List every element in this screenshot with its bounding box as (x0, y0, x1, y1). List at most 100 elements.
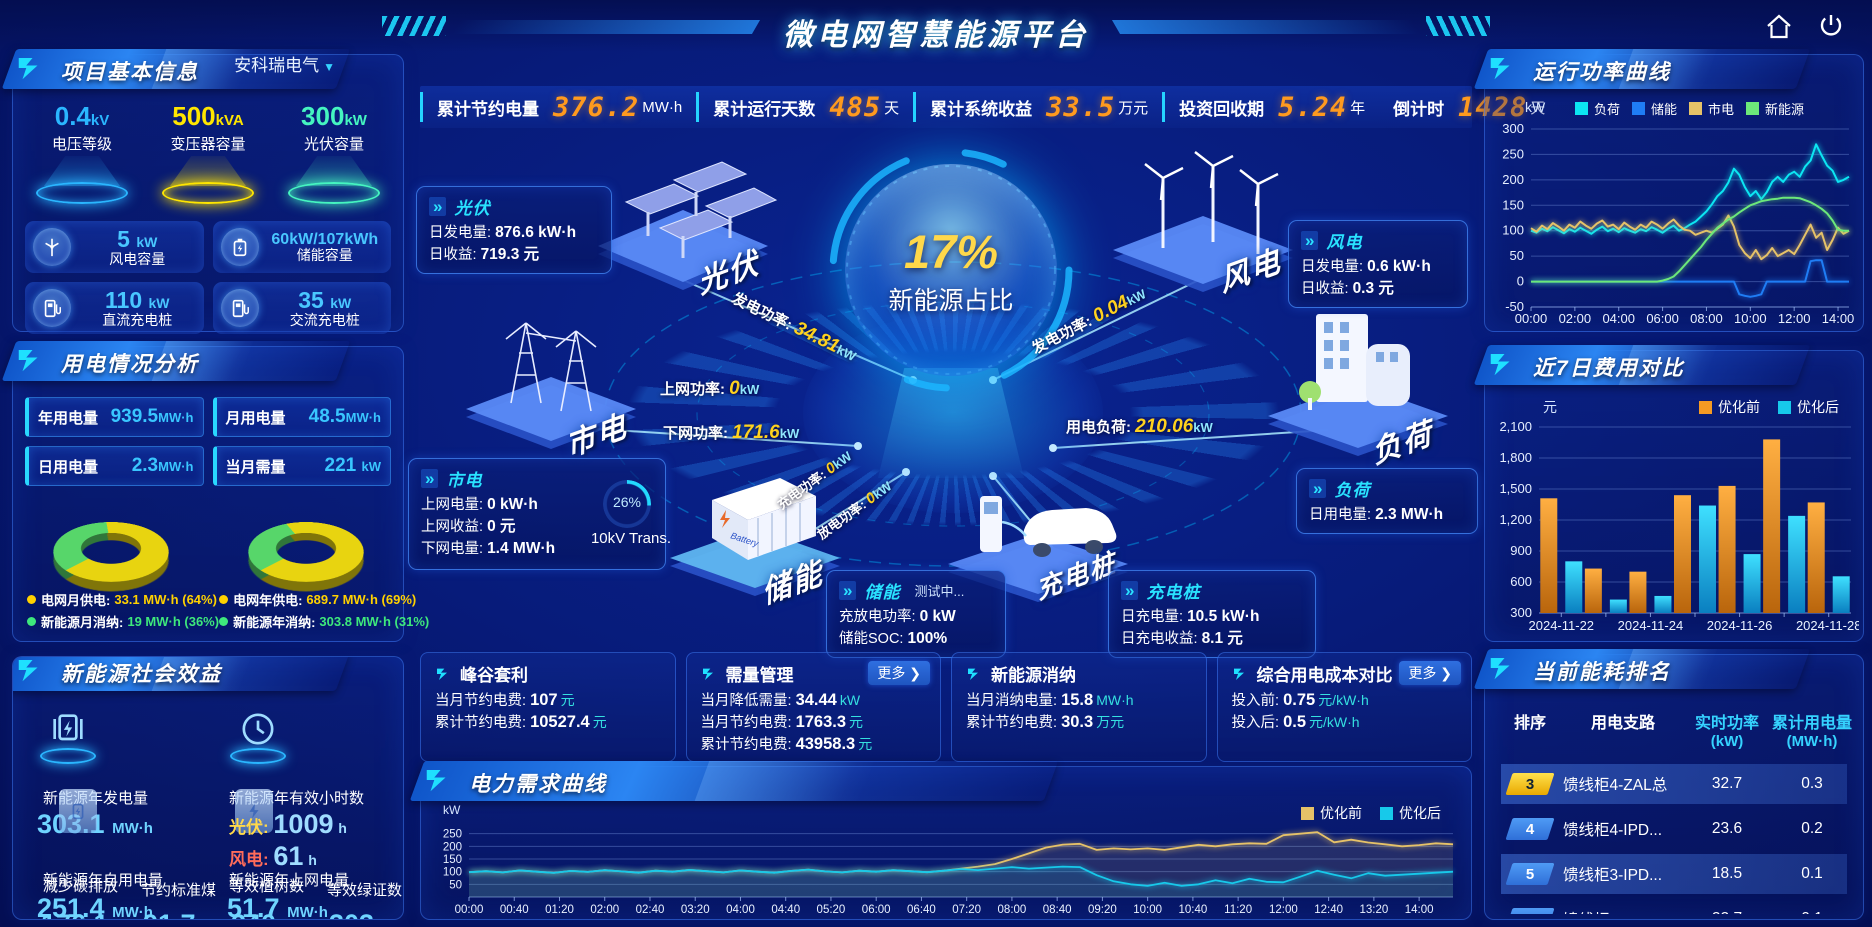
kpi-saved-energy: 累计节约电量 376.2 MW·h (420, 92, 696, 123)
month-demand-stat: 当月需量 221 kW (212, 446, 391, 486)
svg-text:06:40: 06:40 (907, 904, 936, 916)
peak-valley-arbitrage-card: 峰谷套利 当月节约电费: 107 元 累计节约电费: 10527.4 元 (420, 652, 676, 762)
header-slash-decoration (1426, 16, 1490, 36)
svg-text:04:00: 04:00 (1602, 311, 1635, 326)
chevron-down-icon: ▼ (323, 60, 335, 74)
demand-management-card: 需量管理 更多 ❯ 当月降低需量: 34.44 kW 当月节约电费: 1763.3… (685, 652, 941, 762)
panel-demand-curve: 电力需求曲线 kW 优化前 优化后 250 200 150 100 50 00:00 00:… (409, 761, 1472, 920)
svg-text:08:40: 08:40 (1043, 904, 1072, 916)
header-slash-decoration (382, 16, 446, 36)
svg-text:10:00: 10:00 (1734, 311, 1767, 326)
header-wing-decoration (1111, 20, 1421, 34)
svg-text:300: 300 (1502, 121, 1524, 136)
to-grid-value: 51.7 MW·h (227, 893, 328, 920)
svg-text:-50: -50 (1505, 299, 1524, 314)
rank-badge: 3 (1505, 773, 1555, 795)
load-info-box: » 负荷 日用电量: 2.3 MW·h (1296, 468, 1478, 534)
home-icon[interactable] (1764, 12, 1794, 42)
svg-text:04:00: 04:00 (726, 904, 755, 916)
panel-title: 运行功率曲线 (1533, 61, 1671, 84)
light-cone (44, 156, 120, 186)
generation-meter-icon (39, 709, 97, 764)
wind-node: 风电 (1103, 138, 1303, 303)
svg-text:0: 0 (1517, 274, 1524, 289)
svg-text:100: 100 (443, 867, 462, 879)
chevron-right-icon: » (1301, 231, 1319, 250)
svg-text:2,100: 2,100 (1499, 419, 1532, 434)
dc-charger-icon (44, 299, 61, 318)
svg-text:11:20: 11:20 (1224, 904, 1252, 916)
transformer-ring (603, 480, 651, 528)
new-energy-ratio-label: 新能源占比 (888, 286, 1014, 315)
power-icon[interactable] (1816, 12, 1846, 42)
pv-node: 光伏 (588, 156, 778, 301)
more-button[interactable]: 更多 ❯ (868, 661, 930, 685)
panel-social-benefit: 新能源社会效益 新能源年发电量 303.1 MW·h 新能源年有效小时数 光伏:… (12, 656, 404, 920)
rank-badge: 4 (1505, 818, 1555, 840)
svg-text:150: 150 (443, 854, 462, 866)
pedestal-ring (162, 182, 254, 204)
storage-capacity-card: 60kW/107kWh 储能容量 (212, 221, 391, 273)
y-axis-unit: 元 (1543, 399, 1557, 415)
transformer-load-percent: 26% (612, 494, 642, 510)
chevron-right-icon: » (421, 469, 439, 488)
load-node: 负荷 (1258, 296, 1458, 471)
light-cone (170, 156, 246, 186)
pv-info-box: » 光伏 日发电量: 876.6 kW·h 日收益: 719.3 元 (416, 186, 612, 274)
panel-title: 新能源社会效益 (61, 663, 222, 686)
certs-value: 303张 (329, 909, 389, 919)
legend-dot (219, 595, 229, 604)
voltage-level-stat: 0.4kV 电压等级 (24, 101, 140, 213)
svg-text:1,800: 1,800 (1499, 450, 1532, 465)
battery-icon (233, 238, 246, 257)
panel-corner-icon (18, 350, 38, 372)
table-row[interactable]: 4 馈线柜4-IPD... 23.6 0.2 (1501, 809, 1847, 849)
svg-text:1,200: 1,200 (1499, 512, 1532, 527)
svg-text:06:00: 06:00 (862, 904, 891, 916)
more-button[interactable]: 更多 ❯ (1399, 661, 1461, 685)
panel-corner-icon (1490, 58, 1510, 80)
table-row[interactable]: 6 馈线柜6-IPD 22.7 0.1 (1501, 899, 1847, 914)
svg-text:12:00: 12:00 (1269, 904, 1298, 916)
panel-power-usage: 用电情况分析 年用电量 939.5MW·h 月用电量 48.5MW·h 日用电量 2.… (1, 341, 429, 642)
top-header-bar: 微电网智慧能源平台 (0, 0, 1872, 52)
panel-title: 项目基本信息 (61, 61, 199, 84)
kpi-bar: 累计节约电量 376.2 MW·h 累计运行天数 485 天 累计系统收益 33… (420, 86, 1545, 128)
kpi-run-days: 累计运行天数 485 天 (696, 92, 913, 123)
battery-icon (59, 789, 97, 833)
svg-text:600: 600 (1510, 574, 1532, 589)
panel-title: 近7日费用对比 (1533, 357, 1685, 380)
table-row[interactable]: 5 馈线柜3-IPD... 18.5 0.1 (1501, 854, 1847, 894)
svg-text:07:20: 07:20 (952, 904, 981, 916)
legend-swatch (1380, 806, 1393, 820)
self-use-value: 251.4 MW·h (37, 893, 153, 920)
svg-text:08:00: 08:00 (1690, 311, 1723, 326)
svg-text:12:40: 12:40 (1314, 904, 1343, 916)
svg-text:02:00: 02:00 (1559, 311, 1592, 326)
table-row[interactable]: 3 馈线柜4-ZAL总 32.7 0.3 (1501, 764, 1847, 804)
legend-dot (27, 595, 36, 604)
month-supply-donut (42, 500, 179, 592)
svg-text:2024-11-28: 2024-11-28 (1796, 618, 1859, 633)
chevron-right-icon: » (839, 581, 857, 600)
storage-info-box: » 储能 测试中... 充放电功率: 0 kW 储能SOC: 100% (826, 570, 1006, 658)
legend-swatch (1575, 102, 1588, 115)
legend-grid-year: 电网年供电: 689.7 MW·h (69%) (219, 590, 429, 609)
ac-charger-icon (232, 299, 249, 318)
svg-text:01:20: 01:20 (545, 904, 574, 916)
rank-badge: 5 (1505, 863, 1555, 885)
run-chart-legend: 负荷 储能 市电 新能源 (1575, 99, 1804, 118)
light-pillar (878, 368, 1024, 478)
coal-label: 节约标准煤 (141, 882, 217, 899)
svg-text:00:00: 00:00 (455, 904, 484, 916)
header-wing-decoration (451, 20, 761, 34)
svg-text:10:00: 10:00 (1133, 904, 1162, 916)
energy-topology: 17% 新能源占比 光伏 (408, 128, 1480, 658)
legend-swatch (1689, 102, 1703, 115)
company-selector[interactable]: 安科瑞电气 ▼ (234, 56, 335, 75)
svg-text:10:40: 10:40 (1179, 904, 1208, 916)
legend-swatch (1632, 102, 1646, 115)
svg-text:100: 100 (1502, 223, 1524, 238)
co2-label: 减少碳排放 (43, 878, 119, 895)
